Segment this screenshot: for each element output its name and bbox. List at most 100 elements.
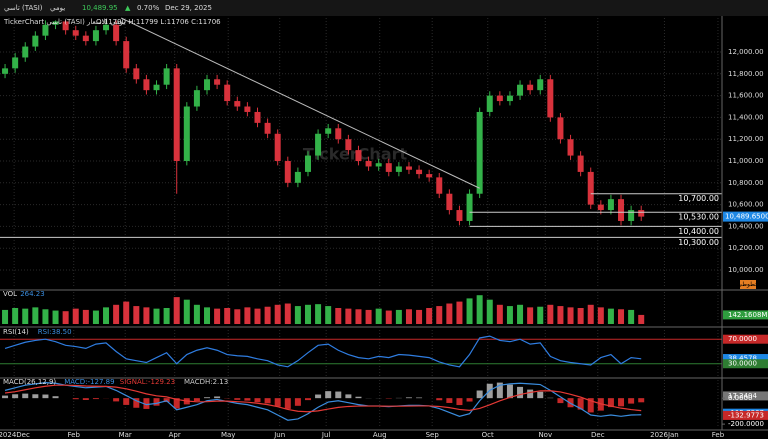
x-tick-label: Aug — [373, 431, 387, 439]
axis-value-box — [723, 359, 768, 369]
volume-bar — [244, 307, 251, 324]
candle-body — [365, 161, 372, 167]
panel-title: MACD(26,12,9) — [3, 378, 56, 386]
macd-histogram-bar — [618, 398, 625, 407]
volume-bar — [527, 307, 534, 324]
macd-histogram-bar — [517, 386, 524, 399]
volume-bar — [506, 306, 513, 324]
macd-histogram-bar — [466, 398, 473, 402]
candle-body — [12, 57, 19, 69]
candle-body — [466, 193, 473, 221]
x-tick-label: Sep — [426, 431, 440, 439]
candle-body — [224, 84, 231, 102]
rsi-line — [4, 335, 642, 368]
macd-histogram-bar — [638, 398, 645, 403]
volume-bar — [22, 308, 29, 324]
candle-body — [567, 139, 574, 156]
volume-bar — [133, 306, 140, 324]
x-tick-label: Jul — [321, 431, 331, 439]
volume-bar — [42, 309, 49, 324]
panel-value: SIGNAL:-129.23 — [120, 378, 175, 386]
candle-body — [183, 106, 190, 162]
candle-body — [315, 133, 322, 156]
candle-body — [517, 84, 524, 96]
x-tick-label: May — [221, 431, 235, 439]
macd-histogram-bar — [82, 398, 89, 400]
tag-box — [740, 280, 756, 289]
candle-body — [123, 41, 130, 69]
volume-bar — [335, 308, 342, 324]
volume-bar — [2, 309, 9, 324]
macd-histogram-bar — [416, 397, 423, 399]
volume-bar — [12, 308, 19, 324]
macd-histogram-bar — [436, 398, 443, 401]
macd-histogram-bar — [214, 396, 221, 399]
watermark: TickerChart — [303, 145, 408, 164]
macd-histogram-bar — [193, 398, 200, 402]
macd-histogram-bar — [456, 398, 463, 406]
macd-histogram-bar — [577, 398, 584, 410]
macd-line — [4, 381, 642, 421]
macd-histogram-bar — [163, 398, 170, 403]
y-tick-label: 10,800.00 — [728, 179, 764, 187]
macd-histogram-bar — [355, 396, 362, 399]
y-tick-label: 10,200.00 — [728, 244, 764, 252]
volume-bar — [547, 304, 554, 324]
macd-histogram-bar — [294, 398, 301, 406]
candle-body — [405, 166, 412, 170]
x-tick-label: Nov — [538, 431, 552, 439]
candle-body — [294, 171, 301, 183]
macd-histogram-bar — [345, 394, 352, 399]
ohlc-text: O:11790 H:11799 L:11706 C:11706 — [96, 18, 221, 26]
volume-bar — [365, 309, 372, 324]
panel-title: VOL — [3, 290, 17, 298]
candle-body — [274, 133, 281, 162]
candle-body — [204, 79, 211, 91]
volume-bar — [234, 309, 241, 324]
panel-title: RSI(14) — [3, 328, 29, 336]
volume-bar — [143, 307, 150, 324]
volume-bar — [385, 310, 392, 324]
volume-bar — [517, 304, 524, 324]
candle-body — [547, 79, 554, 118]
volume-bar — [638, 314, 645, 324]
candle-body — [143, 79, 150, 91]
volume-bar — [587, 304, 594, 324]
x-tick-label: Dec — [591, 431, 605, 439]
candle-body — [264, 122, 271, 134]
panel-value: MACD:-127.89 — [64, 378, 114, 386]
macd-histogram-bar — [153, 398, 160, 406]
volume-bar — [163, 308, 170, 324]
trendline — [120, 17, 480, 189]
volume-bar — [466, 298, 473, 324]
volume-bar — [113, 304, 120, 324]
volume-bar — [577, 308, 584, 324]
axis-value-box — [723, 391, 768, 401]
axis-value-box — [723, 310, 768, 320]
y-tick-label: 30.0000 — [728, 360, 757, 368]
candle-body — [506, 95, 513, 102]
volume-bar — [284, 303, 291, 324]
candle-body — [284, 161, 291, 183]
volume-bar — [628, 309, 635, 324]
macd-histogram-bar — [284, 398, 291, 409]
macd-histogram-bar — [607, 398, 614, 408]
volume-bar — [315, 304, 322, 324]
candle-body — [597, 204, 604, 211]
volume-bar — [123, 301, 130, 324]
candle-body — [163, 68, 170, 85]
candle-body — [304, 155, 311, 172]
candle-body — [2, 68, 9, 74]
y-tick-label: 12,000.00 — [728, 48, 764, 56]
volume-bar — [436, 306, 443, 324]
macd-histogram-bar — [274, 398, 281, 407]
macd-histogram-bar — [446, 398, 453, 403]
x-tick-label: Feb — [712, 431, 725, 439]
macd-histogram-bar — [254, 398, 261, 403]
candle-body — [62, 21, 69, 31]
volume-bar — [567, 307, 574, 324]
volume-bar — [224, 308, 231, 324]
candle-body — [345, 139, 352, 151]
